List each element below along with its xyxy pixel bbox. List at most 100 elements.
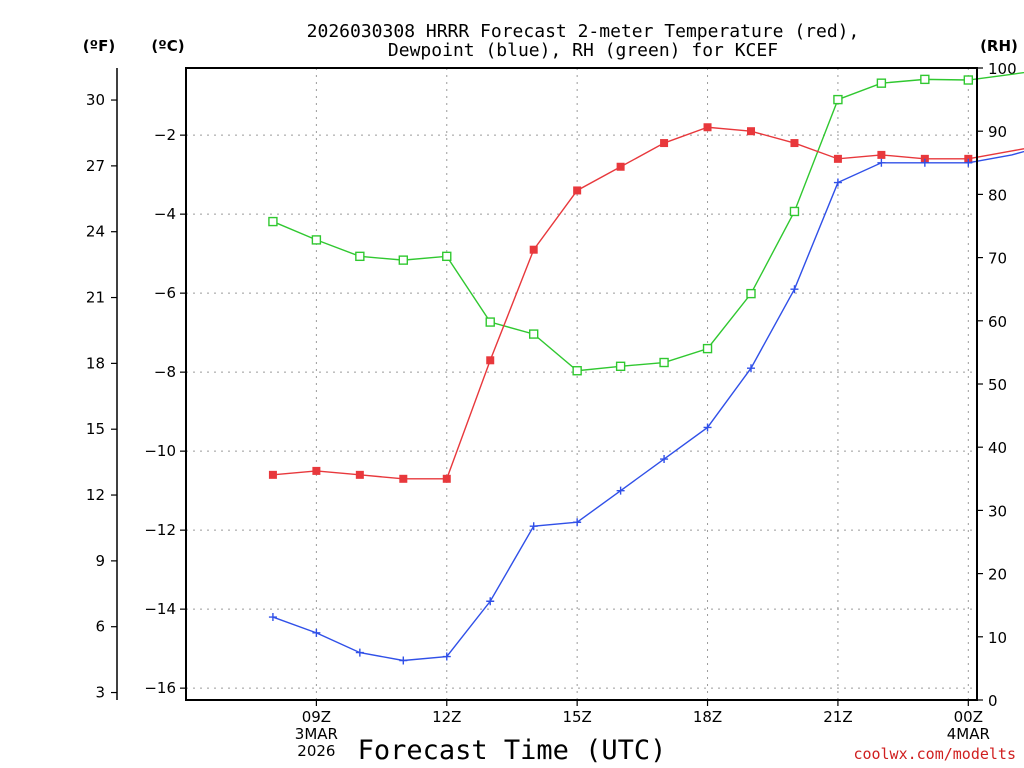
chart-title-line-2: Dewpoint (blue), RH (green) for KCEF [388, 40, 778, 61]
temperature-point [660, 139, 669, 148]
rh-point [442, 251, 452, 262]
time-tick-label: 4MAR [947, 725, 990, 743]
rh-tick-label: 100 [988, 60, 1017, 78]
dewpoint-point [399, 656, 408, 665]
temperature-point [616, 162, 625, 171]
dewpoint-point [442, 652, 451, 661]
fahrenheit-tick-label: 3 [95, 684, 105, 702]
time-tick-label: 21Z [823, 708, 852, 726]
celsius-tick-label: −2 [154, 126, 176, 144]
rh-tick-label: 50 [988, 376, 1007, 394]
temperature-point [355, 470, 364, 479]
celsius-tick-label: −4 [154, 205, 176, 223]
rh-point [789, 206, 800, 217]
temperature-point [703, 123, 712, 132]
temperature-line [272, 126, 1024, 480]
dewpoint-point [703, 423, 712, 432]
rh-tick-label: 70 [988, 250, 1007, 268]
dewpoint-point [790, 285, 799, 294]
dewpoint-point [877, 158, 886, 167]
celsius-tick-label: −16 [144, 679, 176, 697]
plot-frame [185, 67, 978, 701]
temperature-point [790, 139, 799, 148]
dewpoint-point [833, 178, 842, 187]
gridlines [186, 68, 977, 700]
temperature-point [442, 474, 451, 483]
rh-point [963, 75, 974, 85]
rh-tick-label: 80 [988, 186, 1007, 204]
celsius-tick-label: −14 [144, 600, 176, 618]
dewpoint-line [272, 150, 1024, 662]
fahrenheit-tick-label: 18 [86, 354, 105, 372]
fahrenheit-tick-label: 6 [95, 618, 105, 636]
rh-tick-label: 10 [988, 629, 1007, 647]
dewpoint-point [312, 628, 321, 637]
dewpoint-point [747, 364, 755, 373]
celsius-tick-label: −6 [154, 284, 176, 302]
series-dewpoint [268, 150, 1024, 665]
time-tick-label: 09Z [302, 708, 331, 726]
fahrenheit-tick-label: 27 [86, 157, 105, 175]
temperature-point [268, 470, 277, 479]
dewpoint-point [920, 158, 929, 167]
series-rh [268, 71, 1024, 376]
temperature-point [399, 474, 408, 483]
rh-axis: 0 10 20 30 40 50 60 70 80 90 100 [977, 60, 1017, 710]
celsius-tick-label: −8 [154, 363, 176, 381]
dewpoint-point [268, 613, 277, 622]
rh-point [311, 235, 322, 245]
fahrenheit-tick-label: 21 [86, 289, 105, 307]
celsius-axis: −16 −14 −12 −10 −8 −6 −4 −2 [144, 126, 186, 697]
temperature-point [529, 245, 538, 254]
dewpoint-point [660, 455, 669, 464]
rh-tick-label: 30 [988, 502, 1007, 520]
time-tick-label: 00Z [954, 708, 983, 726]
rh-point [920, 74, 930, 85]
dewpoint-point [529, 522, 538, 531]
rh-tick-label: 60 [988, 313, 1007, 331]
dewpoint-point [573, 518, 582, 527]
chart-title-line-1: 2026030308 HRRR Forecast 2-meter Tempera… [307, 21, 860, 42]
rh-point [355, 251, 365, 262]
rh-point [659, 357, 669, 368]
temperature-point [833, 154, 842, 163]
rh-point [268, 216, 278, 227]
rh-point [833, 94, 843, 105]
rh-point [572, 366, 582, 376]
fahrenheit-tick-label: 12 [86, 486, 105, 504]
fahrenheit-tick-label: 30 [86, 91, 105, 109]
fahrenheit-unit-label: (ºF) [83, 37, 115, 55]
series-layer [268, 71, 1024, 665]
rh-tick-label: 90 [988, 123, 1007, 141]
rh-point [398, 255, 409, 265]
temperature-point [877, 150, 886, 159]
dewpoint-point [964, 158, 973, 167]
rh-point [702, 343, 713, 354]
time-tick-label: 3MAR [295, 725, 338, 743]
temperature-point [747, 127, 755, 136]
fahrenheit-tick-label: 24 [86, 223, 105, 241]
celsius-unit-label: (ºC) [151, 37, 184, 55]
credit-text: coolwx.com/modelts [853, 745, 1016, 763]
time-tick-label: 15Z [562, 708, 591, 726]
temperature-point [312, 466, 321, 475]
rh-point [528, 329, 539, 339]
temperature-point [573, 186, 582, 195]
temperature-point [486, 356, 495, 365]
x-axis-title: Forecast Time (UTC) [358, 735, 667, 766]
fahrenheit-axis: 3 6 9 12 15 18 21 24 27 30 [86, 68, 118, 702]
celsius-tick-label: −12 [144, 521, 176, 539]
dewpoint-point [616, 486, 625, 495]
series-temperature [268, 123, 1024, 483]
rh-tick-label: 20 [988, 566, 1007, 584]
rh-tick-label: 0 [988, 692, 998, 710]
time-tick-label: 2026 [297, 742, 335, 760]
time-tick-label: 12Z [432, 708, 461, 726]
fahrenheit-tick-label: 15 [86, 420, 105, 438]
dewpoint-point [486, 597, 495, 606]
dewpoint-point [355, 648, 364, 657]
celsius-tick-label: −10 [144, 442, 176, 460]
rh-point [876, 78, 887, 88]
